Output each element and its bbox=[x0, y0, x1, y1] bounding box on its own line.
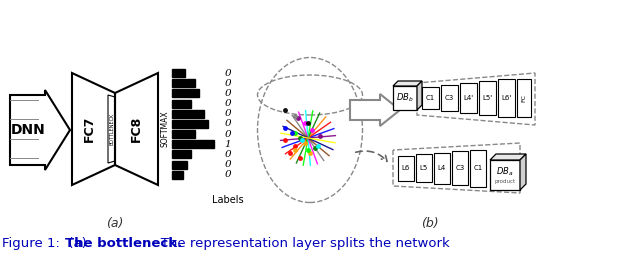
Text: C3: C3 bbox=[456, 165, 465, 171]
Text: 0: 0 bbox=[225, 170, 231, 179]
FancyArrow shape bbox=[10, 90, 70, 170]
Bar bbox=[172, 130, 195, 138]
Text: $DB_b$: $DB_b$ bbox=[396, 92, 414, 104]
Bar bbox=[479, 81, 496, 115]
Bar bbox=[172, 110, 204, 118]
Text: 0: 0 bbox=[225, 150, 231, 159]
Text: The representation layer splits the network: The representation layer splits the netw… bbox=[148, 237, 450, 250]
Text: SOFTMAX: SOFTMAX bbox=[161, 111, 170, 147]
Bar bbox=[172, 150, 191, 158]
Bar bbox=[172, 120, 208, 128]
Bar bbox=[434, 152, 450, 183]
Bar bbox=[452, 151, 468, 185]
Text: 0: 0 bbox=[225, 69, 231, 77]
Bar bbox=[422, 87, 439, 109]
Bar bbox=[393, 86, 417, 110]
Bar bbox=[172, 161, 187, 169]
Text: C3: C3 bbox=[445, 95, 454, 101]
Bar bbox=[517, 79, 531, 117]
Text: FC: FC bbox=[522, 94, 527, 102]
Bar bbox=[441, 85, 458, 111]
Text: 0: 0 bbox=[225, 119, 231, 128]
Text: L6: L6 bbox=[402, 165, 410, 171]
Text: 0: 0 bbox=[225, 79, 231, 88]
Text: The bottleneck.: The bottleneck. bbox=[65, 237, 182, 250]
Polygon shape bbox=[490, 154, 526, 160]
Text: C1: C1 bbox=[426, 95, 435, 101]
Bar bbox=[416, 154, 432, 182]
Text: Figure 1:  (a): Figure 1: (a) bbox=[2, 237, 91, 250]
Polygon shape bbox=[417, 81, 422, 110]
Text: L5': L5' bbox=[483, 95, 493, 101]
Text: product: product bbox=[495, 179, 516, 183]
Text: (a): (a) bbox=[106, 217, 124, 230]
Text: L5: L5 bbox=[420, 165, 428, 171]
Bar bbox=[470, 149, 486, 187]
Bar bbox=[498, 79, 515, 117]
Text: (b): (b) bbox=[421, 217, 439, 230]
Text: DNN: DNN bbox=[11, 123, 45, 137]
Text: L6': L6' bbox=[501, 95, 511, 101]
Bar bbox=[490, 160, 520, 190]
Text: 0: 0 bbox=[225, 130, 231, 139]
Text: L4': L4' bbox=[463, 95, 474, 101]
Text: 0: 0 bbox=[225, 89, 231, 98]
Text: $DB_a$: $DB_a$ bbox=[496, 166, 514, 178]
Bar bbox=[172, 171, 182, 179]
Bar bbox=[460, 83, 477, 113]
Text: FC8: FC8 bbox=[130, 116, 143, 142]
Text: BOTTLENECK: BOTTLENECK bbox=[109, 113, 114, 145]
Bar bbox=[172, 79, 195, 87]
Text: Labels: Labels bbox=[212, 195, 244, 205]
Bar bbox=[172, 89, 199, 97]
Text: 0: 0 bbox=[225, 160, 231, 169]
Bar bbox=[172, 69, 184, 77]
Text: 0: 0 bbox=[225, 99, 231, 108]
Text: 0: 0 bbox=[225, 109, 231, 118]
Text: FC7: FC7 bbox=[83, 116, 96, 142]
Polygon shape bbox=[520, 154, 526, 190]
Bar bbox=[398, 156, 414, 181]
Text: C1: C1 bbox=[474, 165, 483, 171]
Polygon shape bbox=[350, 94, 400, 126]
Bar bbox=[172, 140, 214, 148]
Bar bbox=[172, 100, 191, 108]
Polygon shape bbox=[393, 81, 422, 86]
Text: L4: L4 bbox=[438, 165, 446, 171]
Text: 1: 1 bbox=[225, 140, 231, 149]
